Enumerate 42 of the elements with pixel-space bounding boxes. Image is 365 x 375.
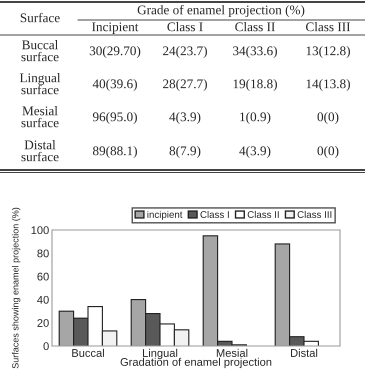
x-tick-label: Lingual	[142, 348, 178, 360]
x-axis-title: Gradation of enamel projection	[120, 358, 272, 368]
text: 40(39.6)	[92, 79, 137, 91]
x-tick-label: Distal	[291, 348, 318, 357]
text: Class III	[306, 22, 350, 32]
y-tick-label: 20	[37, 319, 49, 327]
text: 19(18.8)	[234, 79, 277, 91]
text: Mesial surface	[21, 106, 59, 128]
text: Lingual surface	[20, 73, 60, 94]
text: Grade of enamel projection (%)	[138, 4, 304, 18]
text: 1(0.9)	[240, 112, 270, 124]
x-tick-label: Mesial	[216, 348, 248, 357]
y-tick-label: 40	[37, 296, 49, 304]
x-tick-label: Buccal	[72, 348, 104, 357]
text: 8(7.9)	[170, 146, 200, 158]
text: 96(95.0)	[92, 112, 137, 124]
legend-label: incipient	[147, 210, 182, 220]
y-tick-label: 80	[37, 249, 49, 258]
text: 34(33.6)	[233, 46, 277, 58]
text: Distal surface	[21, 140, 59, 162]
text: Surface	[20, 12, 60, 22]
text: 89(88.1)	[92, 146, 137, 158]
y-tick-label: 0	[43, 342, 49, 350]
text: 4(3.9)	[239, 146, 270, 158]
text: 28(27.7)	[163, 79, 207, 91]
y-tick-label: 100	[32, 226, 49, 234]
text: 0(0)	[318, 146, 338, 158]
text: 0(0)	[318, 112, 338, 124]
text: Class I	[167, 22, 203, 32]
legend-label: Class III	[298, 210, 332, 218]
text: 13(12.8)	[306, 46, 350, 58]
text: Incipient	[92, 22, 138, 34]
text: 14(13.8)	[306, 79, 350, 91]
legend-label: Class II	[248, 210, 279, 218]
text: 4(3.9)	[169, 112, 200, 124]
y-tick-label: 60	[37, 272, 49, 281]
text: Class II	[235, 22, 275, 32]
y-axis-title: Surfaces showing enamel projection (%)	[12, 208, 20, 368]
text: 30(29.70)	[90, 46, 140, 58]
text: Buccal surface	[21, 40, 59, 62]
legend-label: Class I	[200, 210, 229, 218]
text: 24(23.7)	[163, 46, 207, 58]
